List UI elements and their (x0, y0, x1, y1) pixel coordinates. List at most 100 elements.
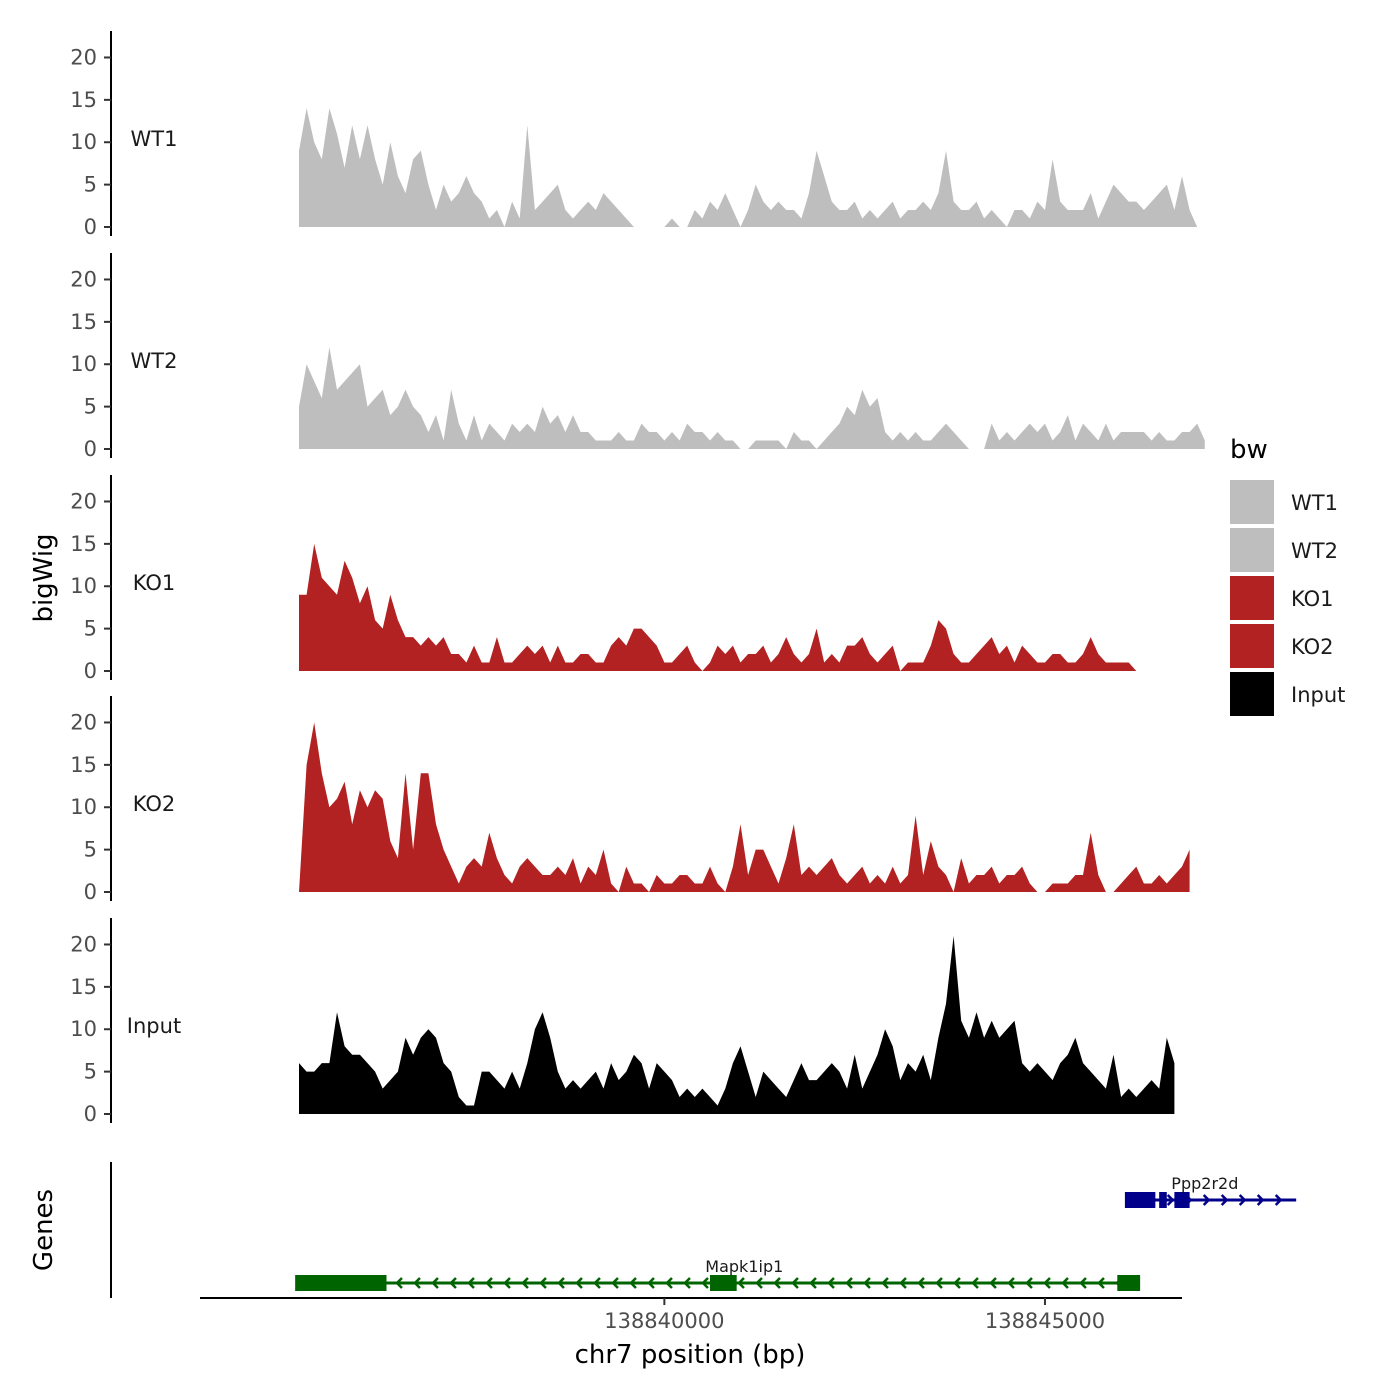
strand-arrow (881, 1277, 889, 1289)
y-tick-label: 0 (84, 215, 97, 239)
exon (295, 1275, 387, 1291)
strand-arrow (1025, 1277, 1033, 1289)
legend-item-wt1: WT1 (1230, 480, 1338, 524)
strand-arrow (989, 1277, 997, 1289)
strand-arrow (575, 1277, 583, 1289)
series-area-ko2 (299, 722, 1190, 892)
legend-swatch (1230, 480, 1274, 524)
legend-title: bw (1230, 435, 1268, 465)
strand-arrow (557, 1277, 565, 1289)
y-tick-label: 10 (70, 795, 97, 819)
legend-label: KO2 (1291, 635, 1334, 659)
track-label: Input (127, 1014, 181, 1038)
exon (1124, 1192, 1156, 1208)
legend-item-ko2: KO2 (1230, 624, 1334, 668)
strand-arrow (683, 1277, 691, 1289)
strand-arrow (899, 1277, 907, 1289)
strand-arrow (503, 1277, 511, 1289)
strand-arrow (1061, 1277, 1069, 1289)
y-tick-label: 10 (70, 130, 97, 154)
legend-item-ko1: KO1 (1230, 576, 1334, 620)
track-ko1: 0 5 10 15 20 KO1 (70, 475, 1137, 683)
strand-arrow (953, 1277, 961, 1289)
y-axis-title: bigWig (29, 533, 59, 622)
strand-arrow (755, 1277, 763, 1289)
strand-arrow (809, 1277, 817, 1289)
strand-arrow (539, 1277, 547, 1289)
strand-arrow (593, 1277, 601, 1289)
x-axis: 138840000 138845000 (604, 1298, 1105, 1333)
strand-arrow (863, 1277, 871, 1289)
gene-label: Ppp2r2d (1171, 1174, 1238, 1193)
y-tick-label: 5 (84, 838, 97, 862)
exon (1117, 1275, 1141, 1291)
y-tick-label: 0 (84, 659, 97, 683)
strand-arrow (665, 1277, 673, 1289)
strand-arrow (467, 1277, 475, 1289)
strand-arrow (827, 1277, 835, 1289)
y-tick-label: 5 (84, 617, 97, 641)
strand-arrow (1220, 1194, 1229, 1206)
series-area-ko1 (299, 543, 1137, 671)
y-tick-label: 20 (70, 710, 97, 734)
y-tick-label: 10 (70, 1017, 97, 1041)
x-tick-label: 138845000 (985, 1309, 1105, 1333)
strand-arrow (1274, 1194, 1283, 1206)
strand-arrow (845, 1277, 853, 1289)
y-tick-label: 20 (70, 489, 97, 513)
strand-arrow (629, 1277, 637, 1289)
y-tick-label: 0 (84, 1102, 97, 1126)
exon (1159, 1192, 1167, 1208)
strand-arrow (1166, 1194, 1175, 1206)
strand-arrow (611, 1277, 619, 1289)
genes-axis-title: Genes (29, 1189, 59, 1271)
strand-arrow (971, 1277, 979, 1289)
legend-swatch (1230, 672, 1274, 716)
genes-panel: Ppp2r2d Mapk1ip1 (110, 1162, 1297, 1299)
series-area-wt1 (299, 108, 1198, 227)
legend-label: KO1 (1291, 587, 1334, 611)
y-tick-label: 15 (70, 310, 97, 334)
y-tick-label: 20 (70, 932, 97, 956)
strand-arrow (1007, 1277, 1015, 1289)
strand-arrow (449, 1277, 457, 1289)
exon (710, 1275, 737, 1291)
strand-arrow (647, 1277, 655, 1289)
y-tick-label: 15 (70, 88, 97, 112)
legend-item-input: Input (1230, 672, 1345, 716)
gene-label: Mapk1ip1 (705, 1257, 783, 1276)
track-label: KO1 (133, 571, 176, 595)
x-axis-title: chr7 position (bp) (575, 1340, 806, 1370)
strand-arrow (737, 1277, 745, 1289)
legend-label: WT2 (1291, 539, 1338, 563)
legend: bw WT1 WT2 KO1 KO2 Input (1230, 435, 1345, 716)
legend-label: WT1 (1291, 491, 1338, 515)
track-input: 0 5 10 15 20 Input (70, 918, 1175, 1126)
series-area-wt2 (299, 347, 1205, 449)
strand-arrow (1238, 1194, 1247, 1206)
y-tick-label: 15 (70, 975, 97, 999)
y-tick-label: 10 (70, 574, 97, 598)
strand-arrow (701, 1277, 709, 1289)
strand-arrow (1097, 1277, 1105, 1289)
exon (1174, 1192, 1190, 1208)
strand-arrow (1079, 1277, 1087, 1289)
strand-arrow (395, 1277, 403, 1289)
y-tick-label: 10 (70, 352, 97, 376)
strand-arrow (413, 1277, 421, 1289)
y-tick-label: 15 (70, 753, 97, 777)
legend-swatch (1230, 528, 1274, 572)
track-label: WT1 (131, 127, 178, 151)
legend-swatch (1230, 576, 1274, 620)
strand-arrow (791, 1277, 799, 1289)
strand-arrow (1043, 1277, 1051, 1289)
tracks-panel: 0 5 10 15 20 WT1 0 5 10 15 20 WT2 0 5 10 15 20 KO1 0 5 10 15 2… (70, 31, 1205, 1126)
legend-swatch (1230, 624, 1274, 668)
strand-arrow (1256, 1194, 1265, 1206)
y-tick-label: 20 (70, 45, 97, 69)
strand-arrow (773, 1277, 781, 1289)
gene-ppp2r2d: Ppp2r2d (1124, 1174, 1297, 1208)
track-wt2: 0 5 10 15 20 WT2 (70, 253, 1205, 461)
gene-mapk1ip1: Mapk1ip1 (295, 1257, 1141, 1291)
